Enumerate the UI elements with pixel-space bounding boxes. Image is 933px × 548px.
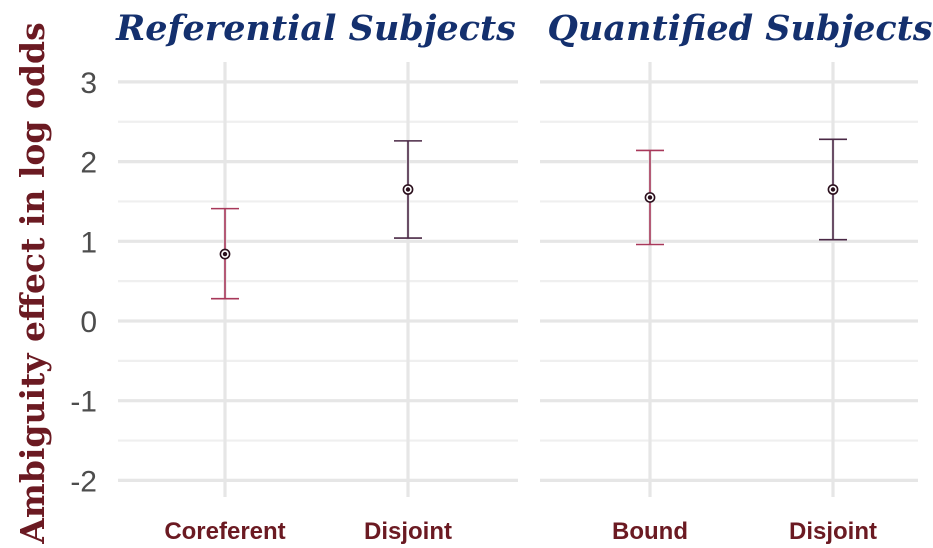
panel-title: Quantified Subjects bbox=[547, 8, 932, 49]
error-bar bbox=[394, 140, 422, 239]
y-tick-label: 2 bbox=[80, 147, 97, 180]
error-bar bbox=[211, 207, 239, 300]
point-estimate-core bbox=[222, 251, 228, 257]
y-tick-label: 1 bbox=[80, 226, 97, 259]
point-estimate-core bbox=[405, 187, 411, 192]
y-axis-label: Ambiguity effect in log odds bbox=[13, 22, 52, 544]
error-bar bbox=[819, 138, 847, 241]
y-tick-label: -2 bbox=[70, 465, 97, 498]
y-tick-label: 0 bbox=[80, 306, 97, 339]
x-tick-label: Disjoint bbox=[789, 518, 877, 545]
point-estimate-core bbox=[647, 195, 653, 200]
marks-layer bbox=[211, 138, 847, 300]
panel-title: Referential Subjects bbox=[115, 8, 516, 49]
y-tick-label: -1 bbox=[70, 386, 97, 419]
error-bar bbox=[636, 149, 664, 246]
x-tick-label: Disjoint bbox=[364, 518, 452, 545]
axis-layer: Referential Subjects Coreferent Disjoint Qu… bbox=[70, 8, 932, 545]
grid-layer bbox=[118, 62, 918, 497]
point-estimate-core bbox=[830, 187, 836, 192]
y-tick-label: 3 bbox=[80, 67, 97, 100]
x-tick-label: Coreferent bbox=[164, 518, 285, 545]
x-tick-label: Bound bbox=[612, 518, 688, 545]
